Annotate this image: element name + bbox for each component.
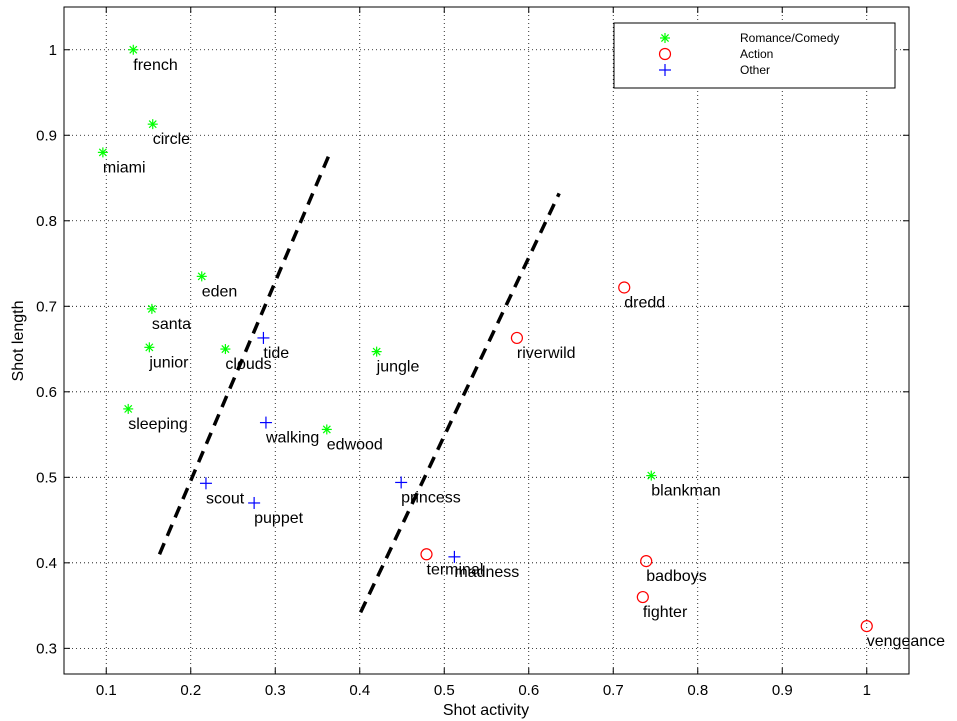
data-label-scout: scout: [206, 490, 245, 507]
data-point-tide: [257, 331, 270, 344]
data-label-sleeping: sleeping: [128, 416, 188, 433]
y-tick-label: 0.4: [36, 555, 57, 572]
data-label-jungle: jungle: [376, 359, 420, 376]
legend-entries: Romance/Comedy Action Other: [658, 31, 839, 77]
data-label-badboys: badboys: [646, 568, 707, 585]
x-tick-label: 0.3: [265, 682, 286, 699]
data-label-junior: junior: [148, 354, 189, 371]
data-point-french: [128, 44, 139, 55]
data-point-terminal: [420, 548, 433, 561]
x-tick-label: 0.9: [772, 682, 793, 699]
y-tick-label: 0.5: [36, 469, 57, 486]
data-label-dredd: dredd: [624, 294, 665, 311]
dashed-separator-line: [157, 151, 332, 555]
data-label-eden: eden: [202, 283, 238, 300]
data-label-blankman: blankman: [651, 483, 720, 500]
data-point-scout: [199, 477, 212, 490]
y-tick-label: 0.7: [36, 298, 57, 315]
data-point-junior: [144, 342, 155, 353]
legend-marker-asterisk: [660, 33, 670, 43]
data-label-puppet: puppet: [254, 510, 303, 527]
data-point-clouds: [220, 344, 231, 355]
data-point-santa: [146, 303, 157, 314]
axis-ticks: 0.1 0.2 0.3 0.4 0.5 0.6 0.7 0.8 0.9 1 0.3 0.4 0.5 0.6…: [36, 7, 909, 699]
data-point-princess: [395, 476, 408, 489]
x-tick-label: 0.4: [349, 682, 370, 699]
data-label-princess: princess: [401, 489, 461, 506]
data-point-vengeance: [860, 620, 873, 633]
x-tick-label: 0.1: [96, 682, 117, 699]
x-tick-label: 0.6: [518, 682, 539, 699]
dashed-separator-line: [359, 192, 561, 614]
data-label-tide: tide: [263, 345, 289, 362]
data-point-blankman: [646, 470, 657, 481]
data-label-miami: miami: [103, 159, 146, 176]
data-points: french circle miami eden santa junior clouds ju…: [97, 44, 945, 650]
data-label-circle: circle: [153, 131, 190, 148]
data-label-vengeance: vengeance: [867, 633, 945, 650]
x-tick-label: 0.2: [180, 682, 201, 699]
data-point-sleeping: [123, 403, 134, 414]
y-tick-label: 0.6: [36, 384, 57, 401]
legend-marker-plus: [659, 64, 671, 76]
y-tick-label: 0.9: [36, 127, 57, 144]
legend: Romance/Comedy Action Other: [613, 22, 896, 89]
data-label-terminal: terminal: [427, 561, 484, 578]
data-label-clouds: clouds: [225, 356, 271, 373]
y-tick-label: 0.3: [36, 640, 57, 657]
data-point-miami: [97, 147, 108, 158]
data-point-jungle: [371, 346, 382, 357]
data-point-walking: [259, 416, 272, 429]
legend-label: Romance/Comedy: [740, 31, 839, 45]
data-label-riverwild: riverwild: [517, 345, 576, 362]
legend-label: Action: [740, 47, 773, 61]
y-tick-label: 1: [49, 42, 57, 59]
data-label-santa: santa: [152, 316, 191, 333]
x-tick-label: 0.8: [687, 682, 708, 699]
plot-frame: [63, 6, 910, 675]
data-point-edwood: [321, 424, 332, 435]
x-axis-title: Shot activity: [443, 702, 529, 719]
y-tick-label: 0.8: [36, 213, 57, 230]
data-point-circle: [147, 119, 158, 130]
data-label-edwood: edwood: [327, 436, 383, 453]
y-axis-title: Shot length: [10, 301, 27, 382]
legend-label: Other: [740, 63, 770, 77]
legend-box: [613, 22, 896, 89]
data-label-french: french: [133, 57, 177, 74]
data-point-fighter: [636, 590, 649, 604]
data-point-dredd: [618, 281, 631, 294]
data-label-fighter: fighter: [643, 604, 688, 621]
x-tick-label: 1: [863, 682, 871, 699]
data-point-eden: [196, 271, 207, 282]
data-point-riverwild: [510, 331, 524, 345]
data-label-madness: madness: [454, 564, 519, 581]
reference-lines: [157, 151, 561, 614]
x-tick-label: 0.7: [603, 682, 624, 699]
legend-marker-circle: [658, 47, 672, 61]
data-label-walking: walking: [265, 430, 319, 447]
data-point-badboys: [640, 555, 653, 568]
x-tick-label: 0.5: [434, 682, 455, 699]
data-point-puppet: [248, 496, 261, 509]
data-point-madness: [448, 550, 461, 563]
